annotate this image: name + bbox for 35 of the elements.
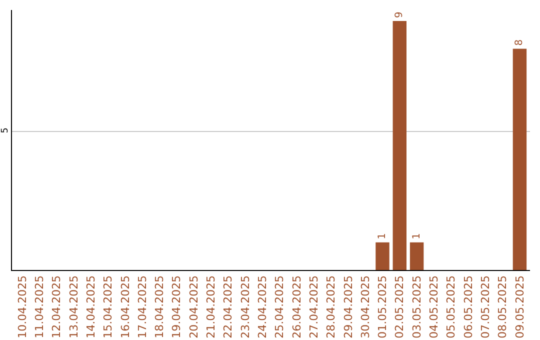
x-tick-label: 04.05.2025 <box>428 275 441 338</box>
x-tick-label: 28.04.2025 <box>324 275 338 338</box>
x-tick-label: 02.05.2025 <box>393 275 406 338</box>
x-tick-label: 05.05.2025 <box>444 275 458 338</box>
x-tick-label: 07.05.2025 <box>478 275 492 338</box>
x-tick-label: 22.04.2025 <box>222 275 235 338</box>
x-tick-label: 29.04.2025 <box>342 275 355 338</box>
x-tick-label: 16.04.2025 <box>118 275 132 338</box>
data-label: 8 <box>514 39 526 46</box>
x-tick-label: 08.05.2025 <box>496 275 510 338</box>
x-tick-label: 30.04.2025 <box>358 275 372 338</box>
x-tick-label: 09.05.2025 <box>513 275 526 338</box>
x-tick-label: 14.04.2025 <box>84 275 98 338</box>
x-tick-label: 26.04.2025 <box>290 275 304 338</box>
x-tick-label: 10.04.2025 <box>16 275 29 338</box>
x-tick-label: 27.04.2025 <box>307 275 320 338</box>
x-tick-label: 17.04.2025 <box>136 275 149 338</box>
x-tick-label: 24.04.2025 <box>256 275 269 338</box>
data-label: 9 <box>394 12 406 18</box>
x-tick-label: 15.04.2025 <box>102 275 115 338</box>
data-label: 1 <box>411 232 422 240</box>
x-tick-label: 13.04.2025 <box>67 275 80 338</box>
x-tick-label: 23.04.2025 <box>238 275 252 338</box>
x-tick-label: 21.04.2025 <box>204 275 218 338</box>
x-tick-label: 12.04.2025 <box>50 275 64 338</box>
y-tick-label: 5 <box>0 127 10 134</box>
x-tick-label: 06.05.2025 <box>462 275 475 338</box>
data-label: 1 <box>376 232 388 240</box>
x-tick-label: 25.04.2025 <box>273 275 286 338</box>
x-tick-label: 01.05.2025 <box>376 275 390 338</box>
x-tick-label: 19.04.2025 <box>170 275 184 338</box>
x-tick-label: 20.04.2025 <box>187 275 200 338</box>
x-tick-label: 11.04.2025 <box>33 275 46 338</box>
x-tick-label: 03.05.2025 <box>410 275 424 338</box>
x-tick-label: 18.04.2025 <box>153 275 166 338</box>
